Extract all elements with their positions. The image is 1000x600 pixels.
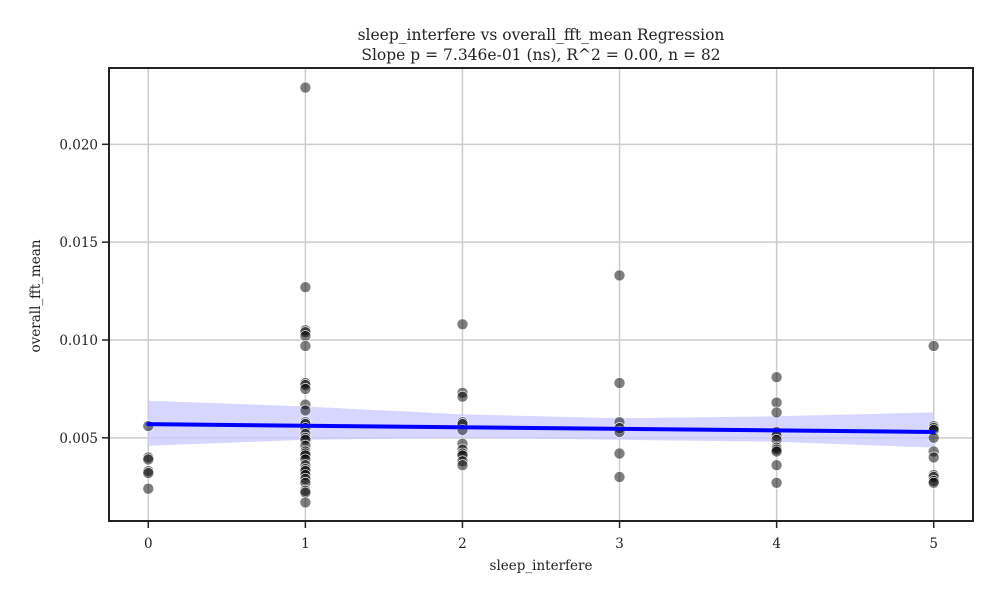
data-point	[770, 406, 783, 419]
scatter-points	[142, 81, 940, 509]
data-point	[299, 404, 312, 417]
data-point	[142, 453, 155, 466]
regression-line-layer	[146, 422, 936, 434]
plot-frame	[108, 67, 974, 522]
data-point	[770, 459, 783, 472]
regression-line	[146, 422, 936, 434]
x-tick-label: 5	[929, 536, 938, 552]
data-point	[927, 476, 940, 489]
data-point	[613, 471, 626, 483]
x-tick-label: 3	[615, 536, 624, 552]
data-point	[770, 396, 783, 409]
data-point	[770, 476, 783, 489]
x-tick-label: 4	[772, 536, 781, 552]
data-point	[770, 445, 783, 458]
data-point	[299, 281, 312, 294]
x-tick-label: 1	[301, 536, 310, 552]
confidence-band-layer	[148, 400, 934, 448]
y-tick-label: 0.005	[59, 431, 98, 447]
data-point	[299, 330, 312, 342]
data-point	[927, 451, 940, 464]
data-point	[456, 318, 469, 331]
data-point	[613, 377, 626, 389]
data-point	[299, 486, 312, 499]
y-axis-ticks: 0.005 0.010 0.015 0.020	[59, 137, 109, 447]
y-axis-label: overall_fft_mean	[28, 239, 44, 352]
data-point	[613, 447, 626, 460]
chart-subtitle: Slope p = 7.346e-01 (ns), R^2 = 0.00, n …	[361, 46, 720, 64]
data-point	[142, 482, 155, 495]
x-tick-label: 2	[458, 536, 467, 552]
y-tick-label: 0.015	[59, 235, 98, 251]
chart-title: sleep_interfere vs overall_fft_mean Regr…	[358, 26, 725, 44]
data-point	[456, 390, 469, 403]
grid	[109, 68, 973, 521]
x-tick-label: 0	[144, 536, 153, 552]
data-point	[613, 269, 626, 282]
data-point	[142, 467, 155, 479]
data-point	[456, 459, 469, 472]
data-point	[770, 371, 783, 384]
y-tick-label: 0.020	[59, 137, 98, 153]
confidence-band	[148, 400, 934, 448]
data-point	[299, 340, 312, 352]
data-point	[299, 81, 312, 94]
x-axis-ticks: 0 1 2 3 4 5	[144, 521, 938, 552]
x-axis-label: sleep_interfere	[490, 558, 593, 574]
data-point	[927, 340, 940, 352]
y-tick-label: 0.010	[59, 333, 98, 349]
data-point	[299, 383, 312, 395]
data-point	[299, 496, 312, 509]
